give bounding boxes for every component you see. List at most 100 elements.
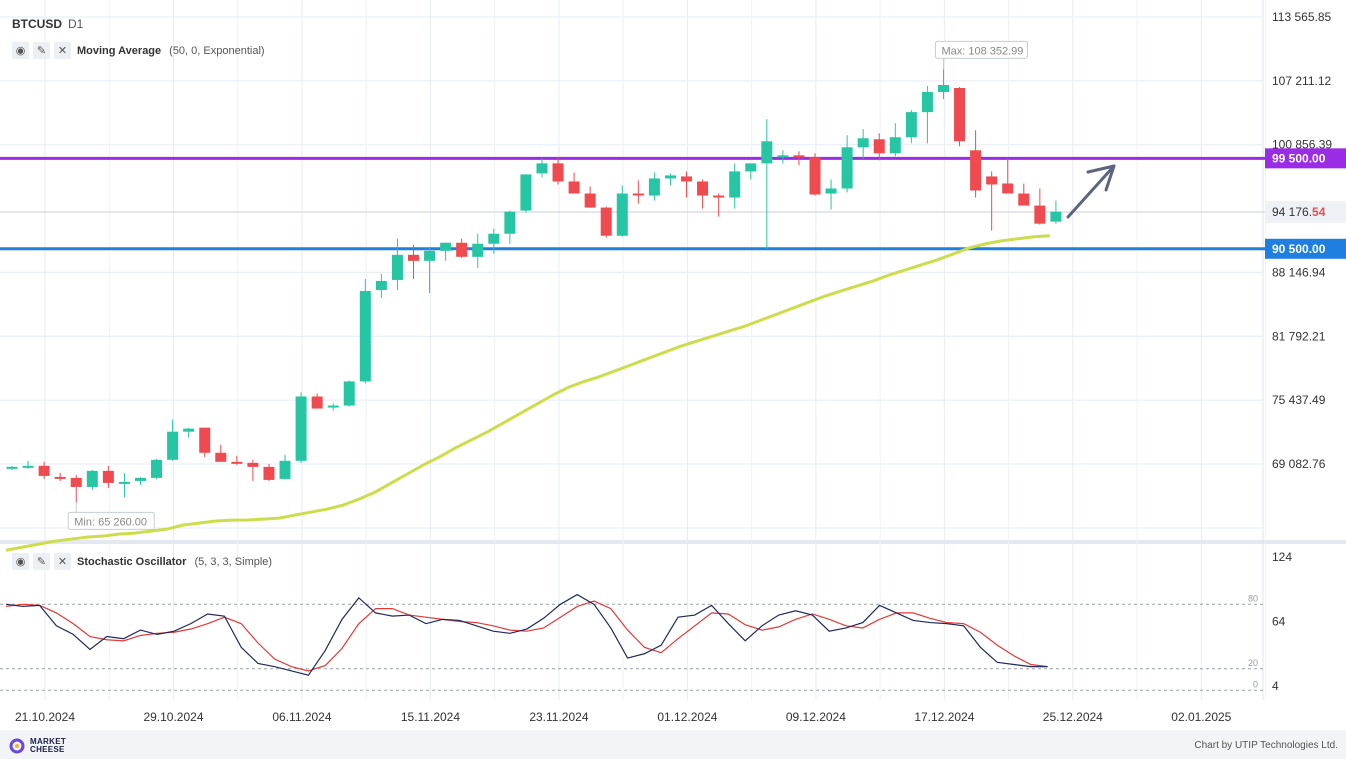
candle [504, 210, 516, 244]
level-label: 99 500.00 [1272, 151, 1326, 165]
candle [456, 238, 468, 258]
candle-body [6, 466, 18, 469]
stoch-k-line [5, 593, 1048, 676]
candle-body [359, 290, 371, 382]
candle-body [102, 470, 114, 483]
candle-body [713, 195, 725, 198]
ma-indicator-params: (50, 0, Exponential) [169, 44, 265, 57]
candle [86, 469, 98, 490]
x-tick-label: 01.12.2024 [657, 710, 717, 724]
wrench-icon[interactable]: ✎ [33, 42, 50, 59]
candle-body [424, 250, 436, 261]
candle [520, 174, 532, 213]
candles [6, 69, 1062, 503]
candle [825, 179, 837, 210]
candle [167, 419, 179, 461]
candle [359, 278, 371, 384]
candle [986, 171, 998, 231]
candle-body [777, 155, 789, 158]
max-tag-box [934, 40, 1028, 59]
candle-body [440, 242, 452, 251]
candle-body [86, 470, 98, 487]
candle-body [1050, 211, 1062, 222]
candle [905, 110, 917, 144]
candle-body [857, 138, 869, 148]
candle [375, 273, 387, 299]
y-tick-label: 69 082.76 [1272, 457, 1326, 471]
candle-body [1034, 205, 1046, 224]
candle-body [600, 207, 612, 236]
close-icon[interactable]: ✕ [54, 553, 71, 570]
eye-icon[interactable]: ◉ [12, 42, 29, 59]
candle-body [134, 477, 146, 481]
candle-body [215, 452, 227, 462]
candle-body [391, 254, 403, 280]
candle [488, 228, 500, 254]
candle-body [889, 137, 901, 154]
candle [729, 163, 741, 209]
candle-body [616, 193, 628, 236]
candle-body [921, 92, 933, 113]
timeframe: D1 [68, 17, 84, 31]
candle [215, 444, 227, 462]
candle [343, 380, 355, 407]
candle-body [199, 427, 211, 453]
candle-body [536, 163, 548, 174]
credit-text: Chart by UTIP Technologies Ltd. [1194, 740, 1338, 751]
candle-body [311, 396, 323, 409]
candle-body [793, 155, 805, 158]
candle-body [167, 431, 179, 460]
candle [937, 69, 949, 100]
level-label-bg [1265, 238, 1346, 259]
candle [873, 133, 885, 161]
candle [327, 403, 339, 411]
candle-body [520, 174, 532, 211]
candle-body [375, 280, 387, 290]
wrench-icon[interactable]: ✎ [33, 553, 50, 570]
candle [247, 459, 259, 481]
brand-line-2: CHEESE [30, 745, 65, 754]
y-tick-label: 75 437.49 [1272, 393, 1326, 407]
candle [38, 461, 50, 479]
x-tick-label: 15.11.2024 [401, 710, 460, 724]
candle [311, 393, 323, 409]
x-tick-label: 06.11.2024 [272, 710, 331, 724]
candle-body [841, 147, 853, 189]
candle [1034, 188, 1046, 225]
candle-body [745, 163, 757, 172]
arrow-head [1086, 164, 1116, 192]
candle-body [456, 242, 468, 257]
y-tick-label: 88 146.94 [1272, 265, 1326, 279]
candle-body [664, 175, 676, 179]
candle [183, 427, 195, 438]
candle-body [472, 243, 484, 257]
x-tick-label: 21.10.2024 [15, 710, 75, 724]
candle [1002, 158, 1014, 194]
candle-body [937, 84, 949, 93]
candle [600, 206, 612, 238]
x-tick-label: 17.12.2024 [914, 710, 974, 724]
candle [54, 472, 66, 481]
brand-logo: MARKET CHEESE [8, 738, 66, 754]
level-label: 90 500.00 [1272, 242, 1326, 256]
level-label-bg [1265, 148, 1346, 169]
stoch-level-label: 0 [1253, 679, 1258, 689]
max-tag-label: Max: 108 352.99 [941, 45, 1023, 57]
brand-line-1: MARKET [30, 737, 67, 746]
candle [263, 463, 275, 481]
candle [1050, 200, 1062, 224]
candle-body [263, 466, 275, 480]
candle [424, 246, 436, 293]
candle-body [247, 462, 259, 467]
eye-icon[interactable]: ◉ [12, 553, 29, 570]
candle [391, 238, 403, 290]
candle-body [873, 139, 885, 154]
candle [970, 130, 982, 198]
close-icon[interactable]: ✕ [54, 42, 71, 59]
candle-body [1002, 183, 1014, 194]
candle [102, 465, 114, 488]
candle-body [183, 428, 195, 432]
x-tick-label: 29.10.2024 [143, 710, 203, 724]
price-chart[interactable]: Max: 108 352.99 Min: 65 260.00 113 565.85… [0, 0, 1346, 730]
stoch-indicator-name: Stochastic Oscillator [77, 555, 187, 568]
